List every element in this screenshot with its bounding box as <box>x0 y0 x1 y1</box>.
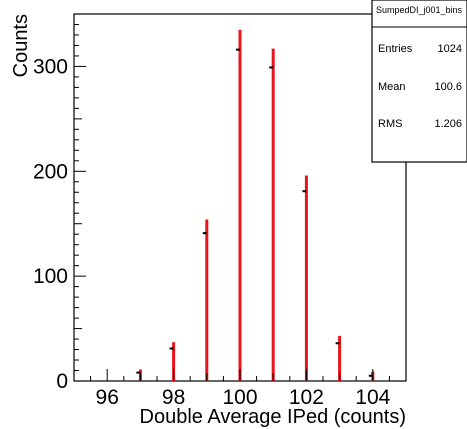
stats-mean-value: 100.6 <box>434 81 462 93</box>
bars-layer <box>138 29 375 381</box>
y-tick-label-0: 0 <box>56 370 68 393</box>
x-axis: 96 98 100 102 104 <box>73 369 407 409</box>
stats-title: SumpedDI_j001_bins <box>376 5 463 15</box>
y-tick-label-100: 100 <box>33 265 68 288</box>
x-tick-label-98: 98 <box>162 386 185 409</box>
y-tick-label-200: 200 <box>33 160 68 183</box>
stats-entries-value: 1024 <box>438 43 462 55</box>
stats-rms-label: RMS <box>378 118 402 130</box>
stats-mean-label: Mean <box>378 81 406 93</box>
stats-rms-value: 1.206 <box>434 118 462 130</box>
x-axis-title: Double Average IPed (counts) <box>140 406 406 428</box>
stats-entries-label: Entries <box>378 43 413 55</box>
y-axis: 0 100 200 300 <box>33 13 86 393</box>
markers-layer <box>136 48 373 377</box>
x-tick-label-104: 104 <box>355 386 390 409</box>
y-axis-title: Counts <box>10 14 32 77</box>
y-tick-label-300: 300 <box>33 55 68 78</box>
x-tick-label-100: 100 <box>222 386 257 409</box>
stats-box: SumpedDI_j001_bins Entries 1024 Mean 100… <box>371 0 467 163</box>
x-tick-label-102: 102 <box>289 386 324 409</box>
x-tick-label-96: 96 <box>96 386 119 409</box>
